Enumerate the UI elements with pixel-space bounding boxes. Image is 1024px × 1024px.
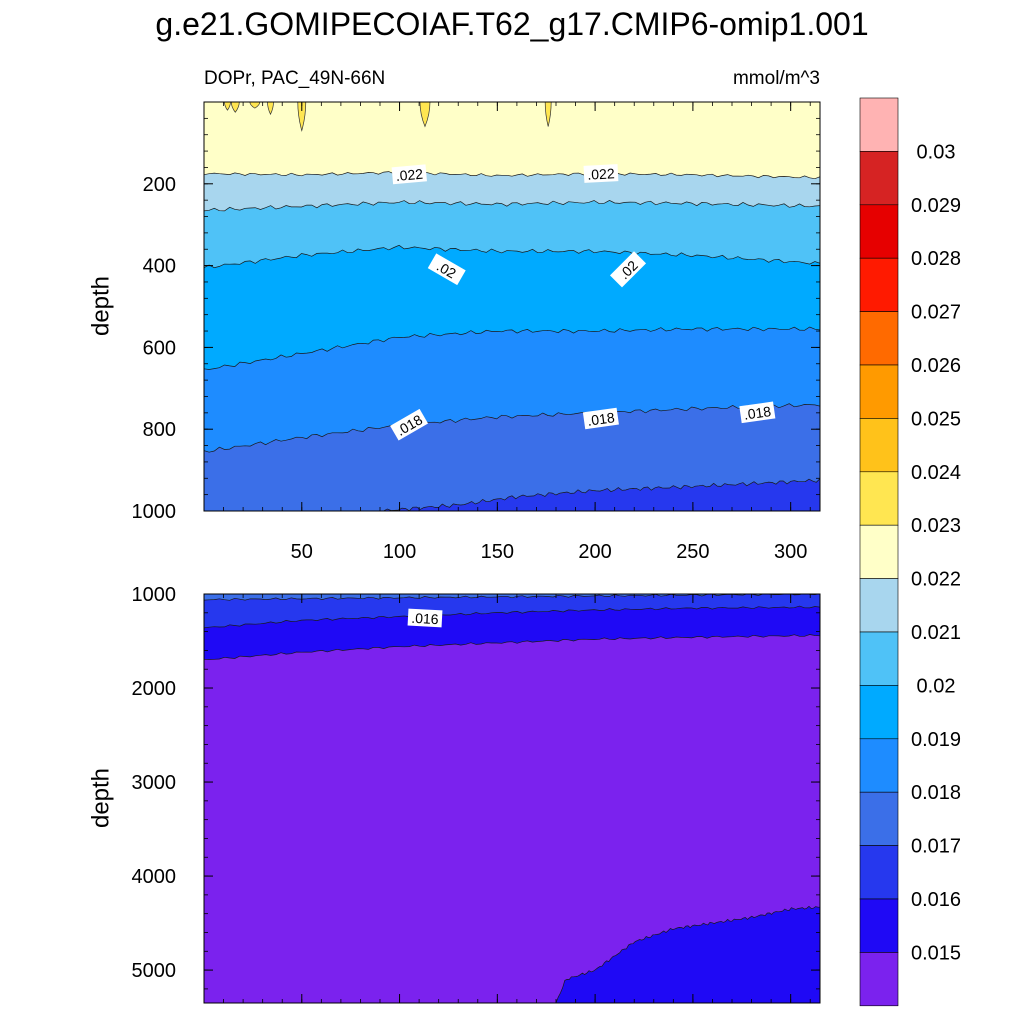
contour-line-0.021 — [204, 200, 820, 212]
y-tick-label: 800 — [143, 419, 176, 441]
y-tick-label: 200 — [143, 174, 176, 196]
upper-contour-fill — [204, 102, 820, 511]
colorbar-label: 0.015 — [911, 942, 961, 964]
y-tick-label: 1000 — [132, 501, 177, 523]
lower-plot-frame — [203, 593, 821, 1004]
surface-spike — [419, 102, 431, 128]
colorbar-label: 0.019 — [911, 729, 961, 751]
left-string: DOPr, PAC_49N-66N — [204, 68, 385, 89]
surface-spike — [297, 102, 307, 132]
colorbar-label: 0.022 — [911, 569, 961, 591]
colorbar-box — [859, 898, 899, 953]
colorbar-label: 0.025 — [911, 408, 961, 430]
colorbar-label: 0.017 — [911, 836, 961, 858]
x-tick-label: 150 — [481, 541, 514, 563]
colorbar-label: 0.03 — [917, 141, 956, 163]
colorbar-label: 0.024 — [911, 462, 961, 484]
colorbar-box — [859, 204, 899, 259]
colorbar-box — [859, 311, 899, 366]
contour-inline-label: .018 — [582, 407, 619, 430]
band-upper-0.017 — [383, 478, 820, 511]
svg-text:.022: .022 — [587, 165, 615, 182]
upper-panel: .022.022.02.02.018.018.018 2004006008001… — [87, 68, 821, 563]
units-label: mmol/m^3 — [733, 68, 820, 89]
figure-title: g.e21.GOMIPECOIAF.T62_g17.CMIP6-omip1.00… — [155, 6, 869, 42]
y-tick-label: 400 — [143, 256, 176, 278]
colorbar-box — [859, 471, 899, 526]
contour-line-lower-0.016 — [204, 605, 820, 629]
y-tick-label: 2000 — [132, 678, 177, 700]
colorbar-box — [859, 791, 899, 846]
contour-line-lower-0.017 — [204, 594, 820, 601]
colorbar: 0.03 0.029 0.028 0.027 0.026 0.025 0.024 0.023 0… — [859, 97, 961, 1007]
y-tick-label: 5000 — [132, 960, 177, 982]
upper-y-axis-label: depth — [87, 276, 114, 336]
lower-inline-labels: .016 — [407, 608, 443, 628]
colorbar-box — [859, 952, 899, 1007]
colorbar-box — [859, 578, 899, 633]
contour-line-lower-0.015 — [204, 634, 820, 660]
lower-contour-lines — [204, 594, 820, 660]
colorbar-label: 0.028 — [911, 248, 961, 270]
lower-y-axis-label: depth — [87, 768, 114, 828]
colorbar-label: 0.026 — [911, 355, 961, 377]
x-tick-label: 200 — [578, 541, 611, 563]
colorbar-box — [859, 418, 899, 473]
surface-spike — [267, 102, 274, 116]
upper-contour-lines — [204, 171, 820, 511]
colorbar-label: 0.016 — [911, 889, 961, 911]
contour-line-0.017 — [382, 478, 820, 511]
lower-panel: .016 1000 2000 3000 4000 5000 depth — [87, 584, 821, 1004]
contour-line-0.022 — [204, 171, 820, 180]
x-tick-label: 50 — [291, 541, 313, 563]
colorbar-label: 0.018 — [911, 782, 961, 804]
surface-spike — [249, 102, 261, 109]
deep-region — [555, 905, 820, 1003]
surface-spike — [224, 102, 231, 111]
colorbar-label: 0.02 — [917, 675, 956, 697]
colorbar-box — [859, 151, 899, 206]
x-tick-label: 100 — [383, 541, 416, 563]
colorbar-label: 0.029 — [911, 195, 961, 217]
contour-line-0.019 — [204, 326, 820, 370]
band-upper-0.018 — [204, 403, 820, 511]
contour-inline-label: .022 — [583, 164, 619, 183]
colorbar-box — [859, 685, 899, 740]
colorbar-label: 0.023 — [911, 515, 961, 537]
upper-inline-labels: .022.022.02.02.018.018.018 — [390, 164, 776, 441]
contour-inline-label: .016 — [407, 608, 443, 628]
svg-text:.022: .022 — [395, 166, 424, 184]
lower-contour-fill — [204, 594, 820, 1003]
colorbar-box — [859, 845, 899, 900]
surface-spike — [230, 102, 240, 113]
x-tick-label: 250 — [676, 541, 709, 563]
colorbar-box — [859, 631, 899, 686]
y-tick-label: 3000 — [132, 772, 177, 794]
y-tick-label: 600 — [143, 337, 176, 359]
contour-line-0.02 — [204, 244, 820, 269]
colorbar-box — [859, 738, 899, 793]
contour-line-0.018 — [204, 403, 820, 453]
svg-text:.018: .018 — [586, 409, 615, 429]
colorbar-label: 0.021 — [911, 622, 961, 644]
svg-text:.018: .018 — [743, 403, 772, 423]
upper-axes: 200 400 600 800 1000 50 100 150 200 250 300 — [132, 101, 820, 563]
svg-text:.016: .016 — [411, 610, 439, 627]
surface-spike — [544, 102, 552, 127]
x-tick-label: 300 — [774, 541, 807, 563]
band-lower-0.015 — [204, 634, 820, 1003]
colorbar-label: 0.027 — [911, 302, 961, 324]
lower-axes: 1000 2000 3000 4000 5000 — [132, 584, 820, 1003]
colorbar-box — [859, 257, 899, 312]
y-tick-label: 1000 — [132, 584, 177, 606]
y-tick-label: 4000 — [132, 866, 177, 888]
contour-inline-label: .018 — [739, 401, 776, 424]
contour-inline-label: .022 — [391, 164, 427, 185]
upper-plot-frame — [203, 101, 821, 512]
colorbar-box — [859, 364, 899, 419]
colorbar-box — [859, 97, 899, 152]
colorbar-box — [859, 524, 899, 579]
